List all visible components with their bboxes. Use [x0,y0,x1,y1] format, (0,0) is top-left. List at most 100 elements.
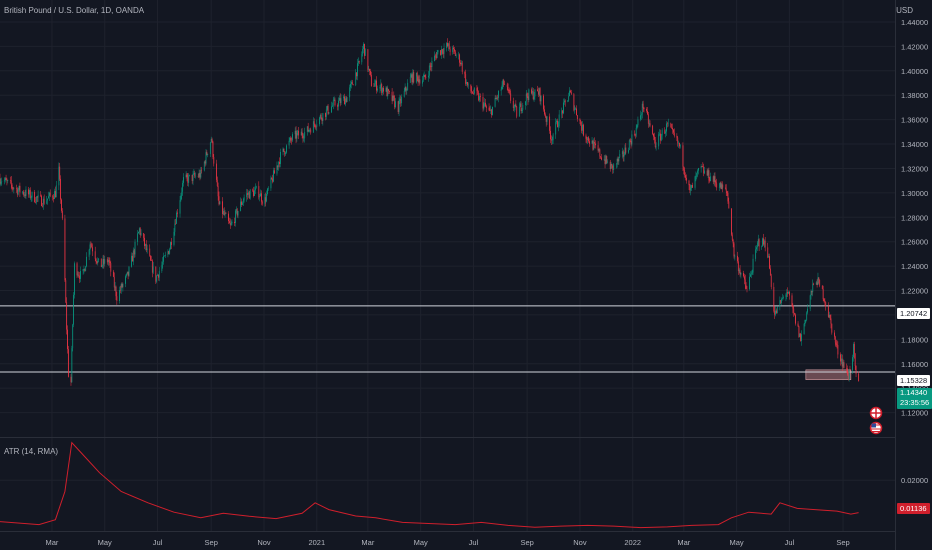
candle-body [537,89,538,92]
last-price-tag: 1.14340 23:35:56 [897,388,932,409]
candle-body [667,123,669,124]
candle-body [563,100,565,103]
candle-body [828,314,830,317]
candle-body [194,172,196,177]
indicator-label[interactable]: ATR (14, RMA) [4,447,59,456]
candle-body [660,133,661,141]
candle-body [212,141,214,158]
candle-body [823,299,825,301]
candle-body [576,108,577,116]
x-tick-label: Nov [257,538,271,547]
candle-body [211,138,213,142]
candle-body [413,71,415,83]
candle-body [763,238,764,245]
candle-body [447,43,448,47]
candle-body [715,182,717,184]
candle-body [712,176,714,182]
candle-body [629,140,631,141]
candle-body [830,318,832,324]
candle-body [97,260,99,264]
candle-body [65,280,67,303]
candle-body [634,134,635,135]
candle-body [616,158,618,164]
candle-body [12,187,14,189]
flag-uk-icon[interactable] [869,406,883,420]
candle-body [163,256,164,262]
candle-body [116,296,118,301]
candle-body [0,181,2,184]
candle-body [600,156,602,158]
candle-body [157,274,158,276]
candle-body [834,332,835,337]
support-zone-rect[interactable] [805,369,852,380]
candle-body [533,96,535,100]
candle-body [370,74,372,87]
candle-body [574,108,576,111]
candle-body [54,191,56,198]
candle-body [594,142,596,144]
flag-us-icon[interactable] [869,421,883,435]
candle-body [473,93,474,94]
atr-series-line[interactable] [0,441,859,529]
candle-body [660,135,662,141]
candle-body [497,97,499,99]
candle-body [224,213,226,215]
candle-body [557,120,558,128]
candle-body [398,100,400,112]
candle-body [599,149,601,157]
candle-body [804,320,806,325]
horizontal-line-price-tag[interactable]: 1.15328 [897,375,931,386]
candle-body [769,268,771,276]
candle-body [112,271,114,277]
candle-body [615,163,617,165]
candle-body [144,237,145,246]
candle-body [779,300,781,307]
candle-body [169,249,171,254]
candle-body [61,199,62,211]
candle-body [522,105,524,110]
candle-body [332,100,334,106]
candle-body [440,50,441,55]
candle-body [454,49,455,52]
candle-body [617,158,619,162]
candle-body [491,109,493,115]
candle-body [243,197,245,201]
candle-body [544,109,545,115]
candle-body [737,255,738,262]
candle-body [29,190,30,195]
candle-body [300,131,302,136]
candle-body [601,157,602,160]
candle-body [581,125,583,131]
candle-body [290,137,292,141]
candle-body [374,83,376,87]
candle-body [514,104,516,107]
horizontal-line-price-tag[interactable]: 1.20742 [897,308,931,319]
chart-title[interactable]: British Pound / U.S. Dollar, 1D, OANDA [4,6,145,15]
candle-body [585,135,587,139]
candle-body [222,201,223,214]
candle-body [369,68,370,72]
candle-body [846,367,847,369]
candle-body [625,147,627,153]
candle-body [235,209,237,211]
candle-body [527,96,529,101]
candle-body [218,196,220,205]
candle-body [333,99,335,101]
candle-body [228,213,229,222]
candle-body [357,63,358,77]
candle-body [532,90,534,100]
last-price-value: 1.14340 [900,388,928,397]
candle-body [22,191,24,195]
candle-body [858,373,860,382]
candle-body [13,188,15,189]
candle-body [722,184,724,188]
y-tick-label: 1.24000 [901,262,928,271]
candle-body [294,130,296,135]
candle-body [773,286,775,311]
candle-body [500,89,502,92]
candle-body [781,298,783,303]
candle-body [477,91,479,93]
candle-body [325,109,327,117]
